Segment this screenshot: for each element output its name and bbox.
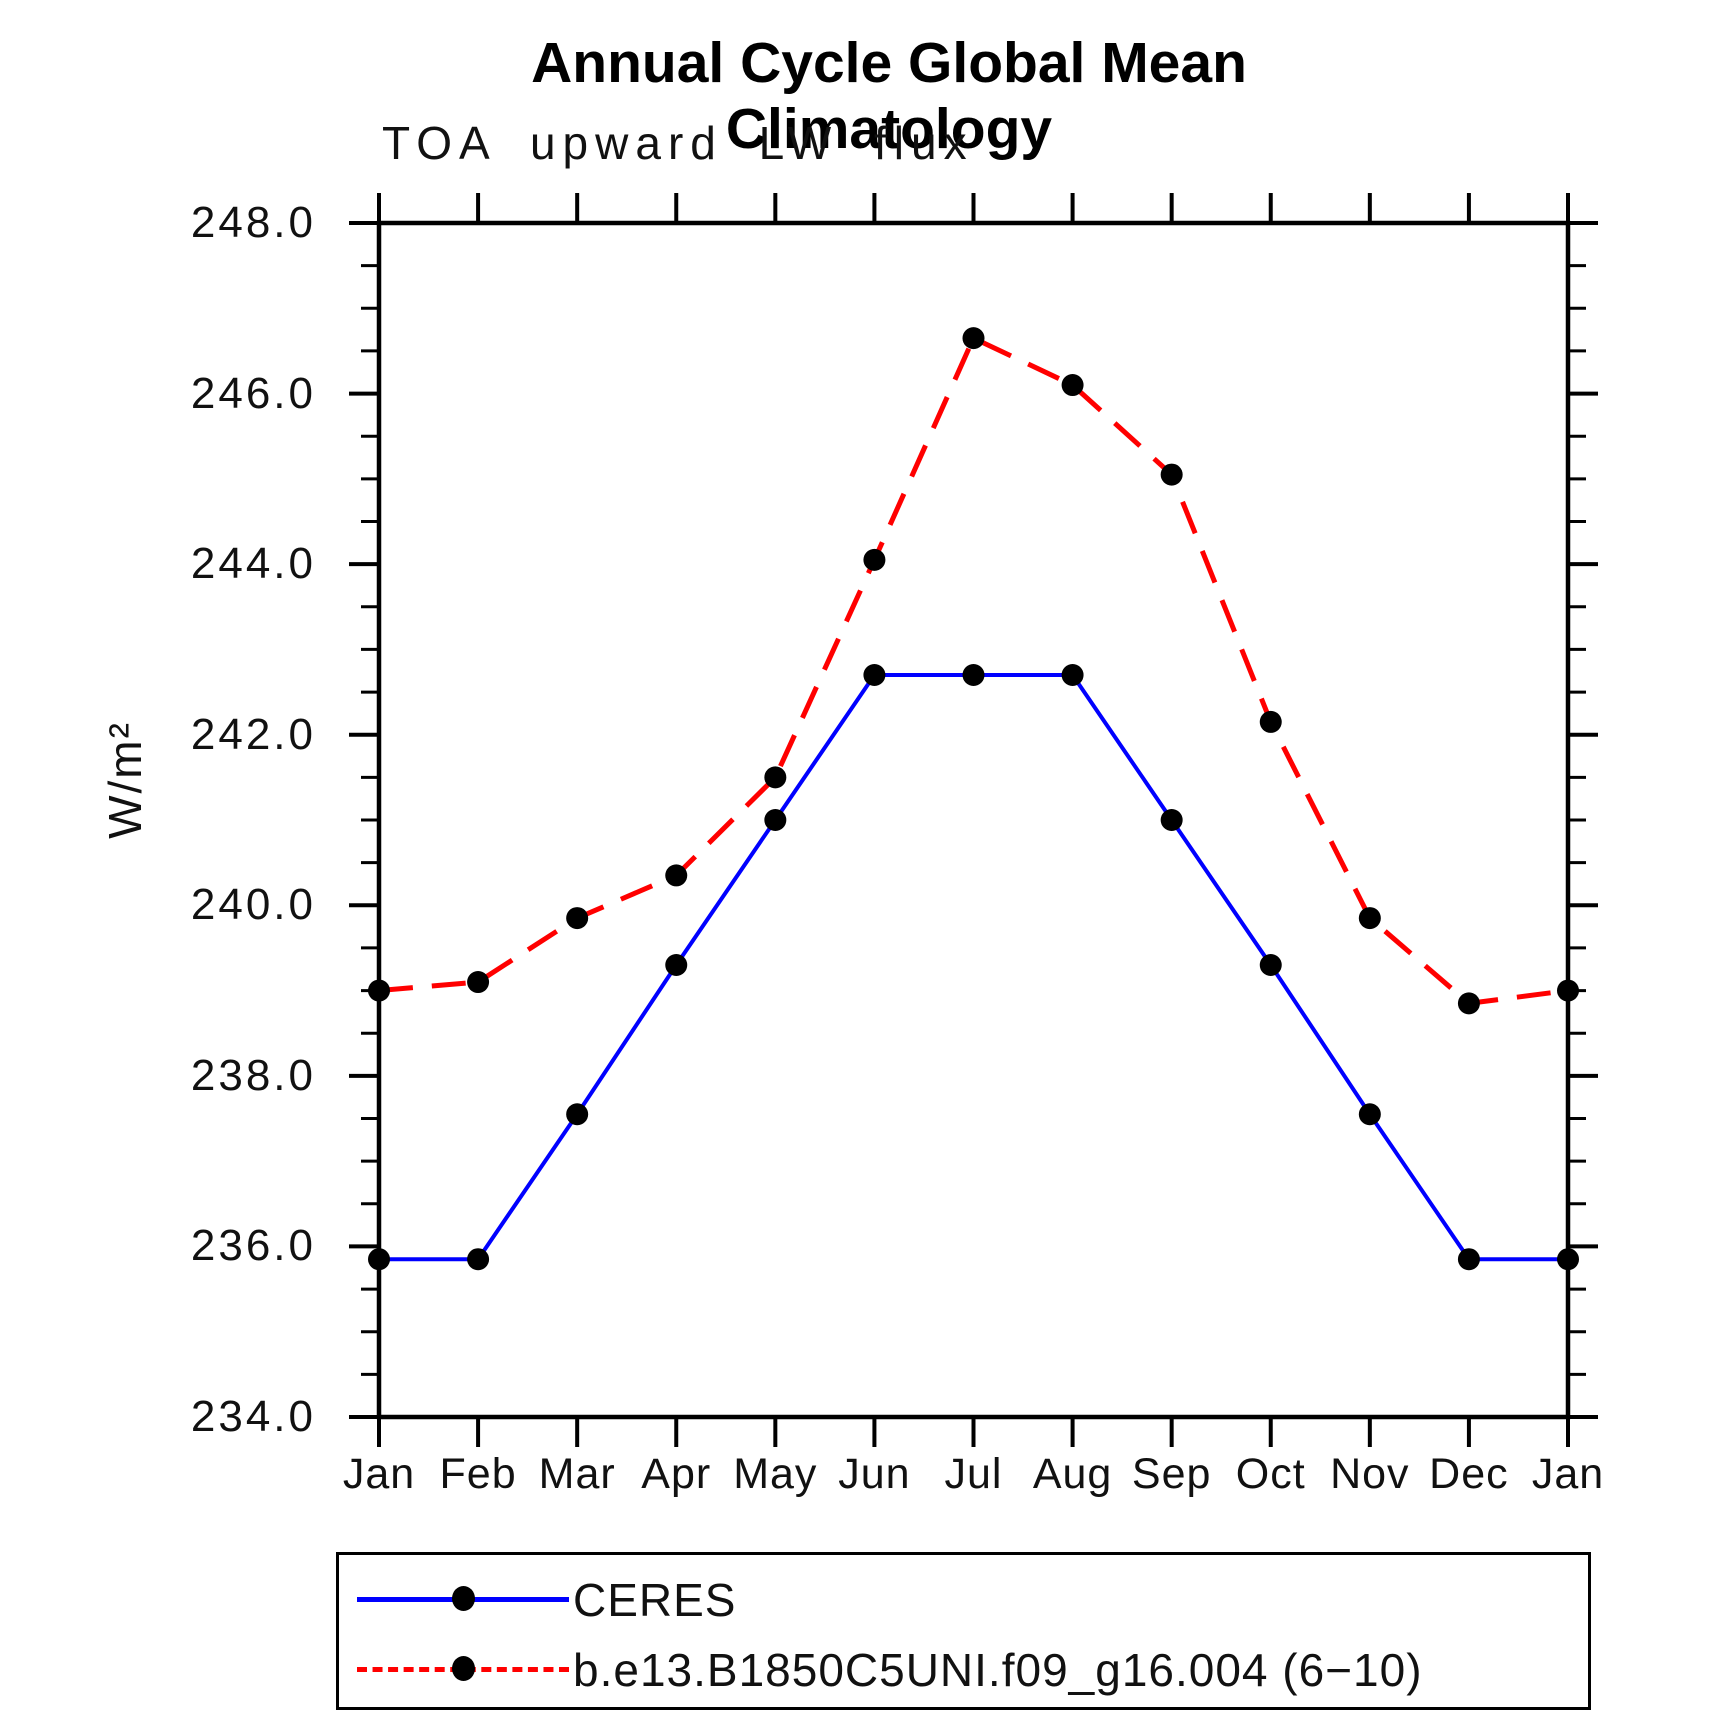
legend-box: CERES b.e13.B1850C5UNI.f09_g16.004 (6−10… — [336, 1552, 1591, 1710]
data-point-marker — [1557, 1248, 1579, 1271]
x-tick-label: Jan — [342, 1450, 416, 1498]
x-tick-label: Apr — [641, 1450, 712, 1498]
axis-ticks — [349, 193, 1598, 1447]
y-tick-label: 234.0 — [190, 1392, 316, 1441]
x-tick-label: May — [733, 1450, 818, 1498]
data-point-marker — [1457, 1248, 1480, 1271]
legend-marker-dot — [452, 1586, 475, 1611]
data-point-marker — [1259, 953, 1282, 976]
data-series — [368, 327, 1579, 1271]
x-tick-label: Jun — [838, 1450, 911, 1498]
x-tick-label: Nov — [1330, 1450, 1410, 1498]
data-point-marker — [566, 907, 589, 930]
x-tick-label: Sep — [1131, 1450, 1212, 1498]
data-point-marker — [863, 664, 886, 687]
x-tick-label: Feb — [439, 1450, 517, 1498]
data-point-marker — [1358, 907, 1381, 930]
data-point-marker — [962, 327, 985, 350]
y-tick-label: 240.0 — [190, 880, 316, 930]
data-point-marker — [1061, 374, 1084, 397]
data-point-marker — [863, 548, 886, 571]
data-point-marker — [962, 664, 985, 687]
x-tick-label: Jan — [1531, 1450, 1605, 1498]
y-tick-label: 248.0 — [190, 198, 316, 247]
x-tick-label: Mar — [538, 1450, 616, 1498]
legend-label: b.e13.B1850C5UNI.f09_g16.004 (6−10) — [573, 1644, 1423, 1696]
data-point-marker — [368, 1248, 390, 1271]
y-tick-label: 238.0 — [190, 1050, 316, 1100]
plot-frame — [376, 220, 1571, 1420]
axis-frame — [376, 220, 1571, 1420]
y-tick-label: 242.0 — [190, 709, 316, 759]
x-tick-label: Aug — [1032, 1450, 1113, 1498]
data-point-marker — [665, 953, 688, 976]
y-tick-label: 236.0 — [190, 1221, 316, 1271]
data-point-marker — [368, 979, 390, 1002]
y-tick-label: 246.0 — [190, 368, 316, 418]
data-point-marker — [1160, 809, 1183, 831]
x-tick-label: Oct — [1235, 1450, 1306, 1498]
x-tick-label: Dec — [1429, 1450, 1509, 1498]
data-point-marker — [467, 1248, 490, 1271]
series-line-0 — [379, 673, 1568, 1262]
x-tick-label: Jul — [944, 1450, 1003, 1498]
data-point-marker — [467, 971, 490, 994]
chart-title: Annual Cycle Global Mean Climatology — [531, 31, 1247, 161]
data-point-marker — [1061, 664, 1084, 687]
data-point-marker — [1457, 992, 1480, 1015]
legend-label: CERES — [573, 1574, 737, 1626]
data-point-marker — [1160, 463, 1183, 486]
data-point-marker — [1358, 1103, 1381, 1126]
data-point-marker — [1259, 710, 1282, 733]
data-point-marker — [764, 809, 787, 831]
chart-subtitle: TOA upward LW flux — [382, 117, 974, 169]
data-point-marker — [764, 766, 787, 789]
data-point-marker — [1557, 979, 1579, 1002]
data-point-marker — [665, 864, 688, 887]
legend-item-model: b.e13.B1850C5UNI.f09_g16.004 (6−10) — [339, 1639, 1588, 1699]
y-tick-label: 244.0 — [190, 539, 316, 589]
legend-marker-dot — [452, 1656, 475, 1681]
legend-item-ceres: CERES — [339, 1569, 1588, 1629]
data-point-marker — [566, 1103, 589, 1126]
